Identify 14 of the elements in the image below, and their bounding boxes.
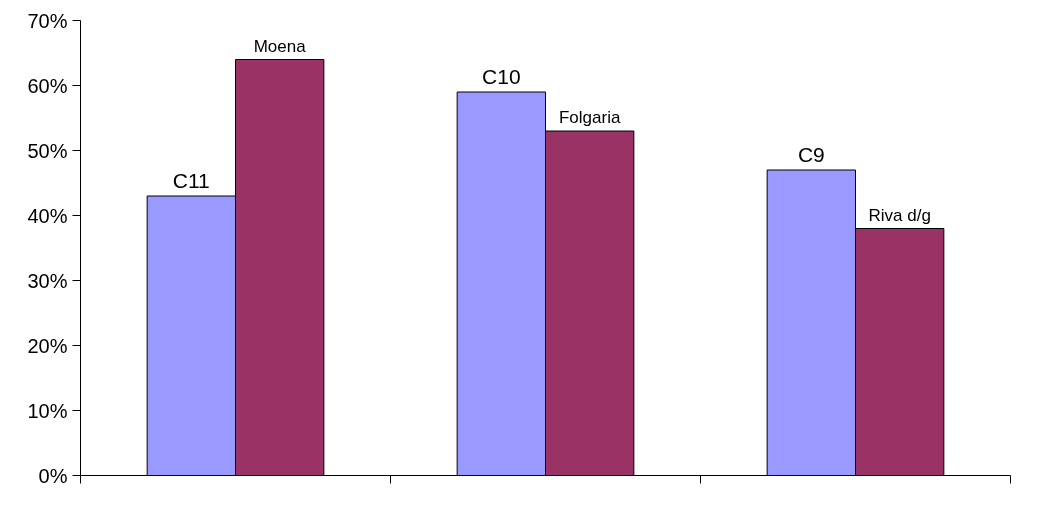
y-tick-label: 40% xyxy=(27,204,68,227)
y-tick-label: 10% xyxy=(27,399,68,422)
data-label: Moena xyxy=(253,36,307,56)
data-label: C10 xyxy=(482,65,521,88)
data-label: C9 xyxy=(797,143,825,166)
data-label: Folgaria xyxy=(558,108,621,127)
y-tick-label: 0% xyxy=(38,464,68,487)
y-tick-label: 70% xyxy=(27,9,68,32)
data-label: C11 xyxy=(172,169,210,192)
y-tick-label: 50% xyxy=(27,139,68,162)
y-tick-label: 30% xyxy=(27,269,68,292)
y-tick-label: 60% xyxy=(27,74,68,97)
data-label: Riva d/g xyxy=(868,205,931,225)
y-tick-label: 20% xyxy=(27,334,68,357)
